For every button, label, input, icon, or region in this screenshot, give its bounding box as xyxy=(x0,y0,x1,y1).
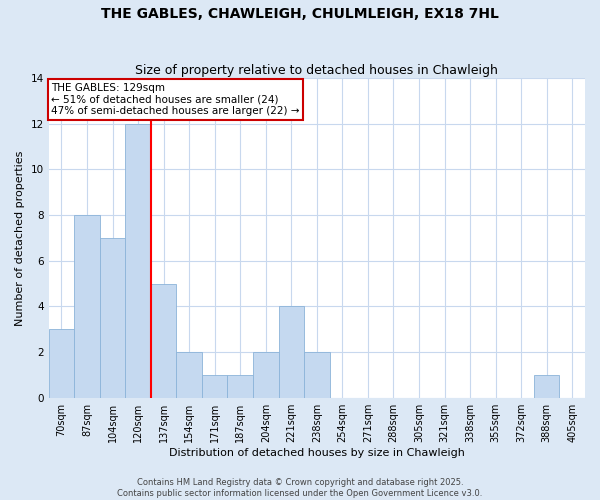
Text: Contains HM Land Registry data © Crown copyright and database right 2025.
Contai: Contains HM Land Registry data © Crown c… xyxy=(118,478,482,498)
Bar xyxy=(304,352,329,398)
Text: THE GABLES, CHAWLEIGH, CHULMLEIGH, EX18 7HL: THE GABLES, CHAWLEIGH, CHULMLEIGH, EX18 … xyxy=(101,8,499,22)
Bar xyxy=(202,375,227,398)
Bar xyxy=(278,306,304,398)
Bar xyxy=(100,238,125,398)
Bar xyxy=(253,352,278,398)
Y-axis label: Number of detached properties: Number of detached properties xyxy=(15,150,25,326)
Bar xyxy=(151,284,176,398)
Bar xyxy=(125,124,151,398)
Title: Size of property relative to detached houses in Chawleigh: Size of property relative to detached ho… xyxy=(136,64,498,77)
Bar xyxy=(176,352,202,398)
Bar xyxy=(534,375,559,398)
Text: THE GABLES: 129sqm
← 51% of detached houses are smaller (24)
47% of semi-detache: THE GABLES: 129sqm ← 51% of detached hou… xyxy=(51,82,300,116)
Bar xyxy=(227,375,253,398)
Bar xyxy=(49,329,74,398)
Bar xyxy=(74,215,100,398)
X-axis label: Distribution of detached houses by size in Chawleigh: Distribution of detached houses by size … xyxy=(169,448,465,458)
